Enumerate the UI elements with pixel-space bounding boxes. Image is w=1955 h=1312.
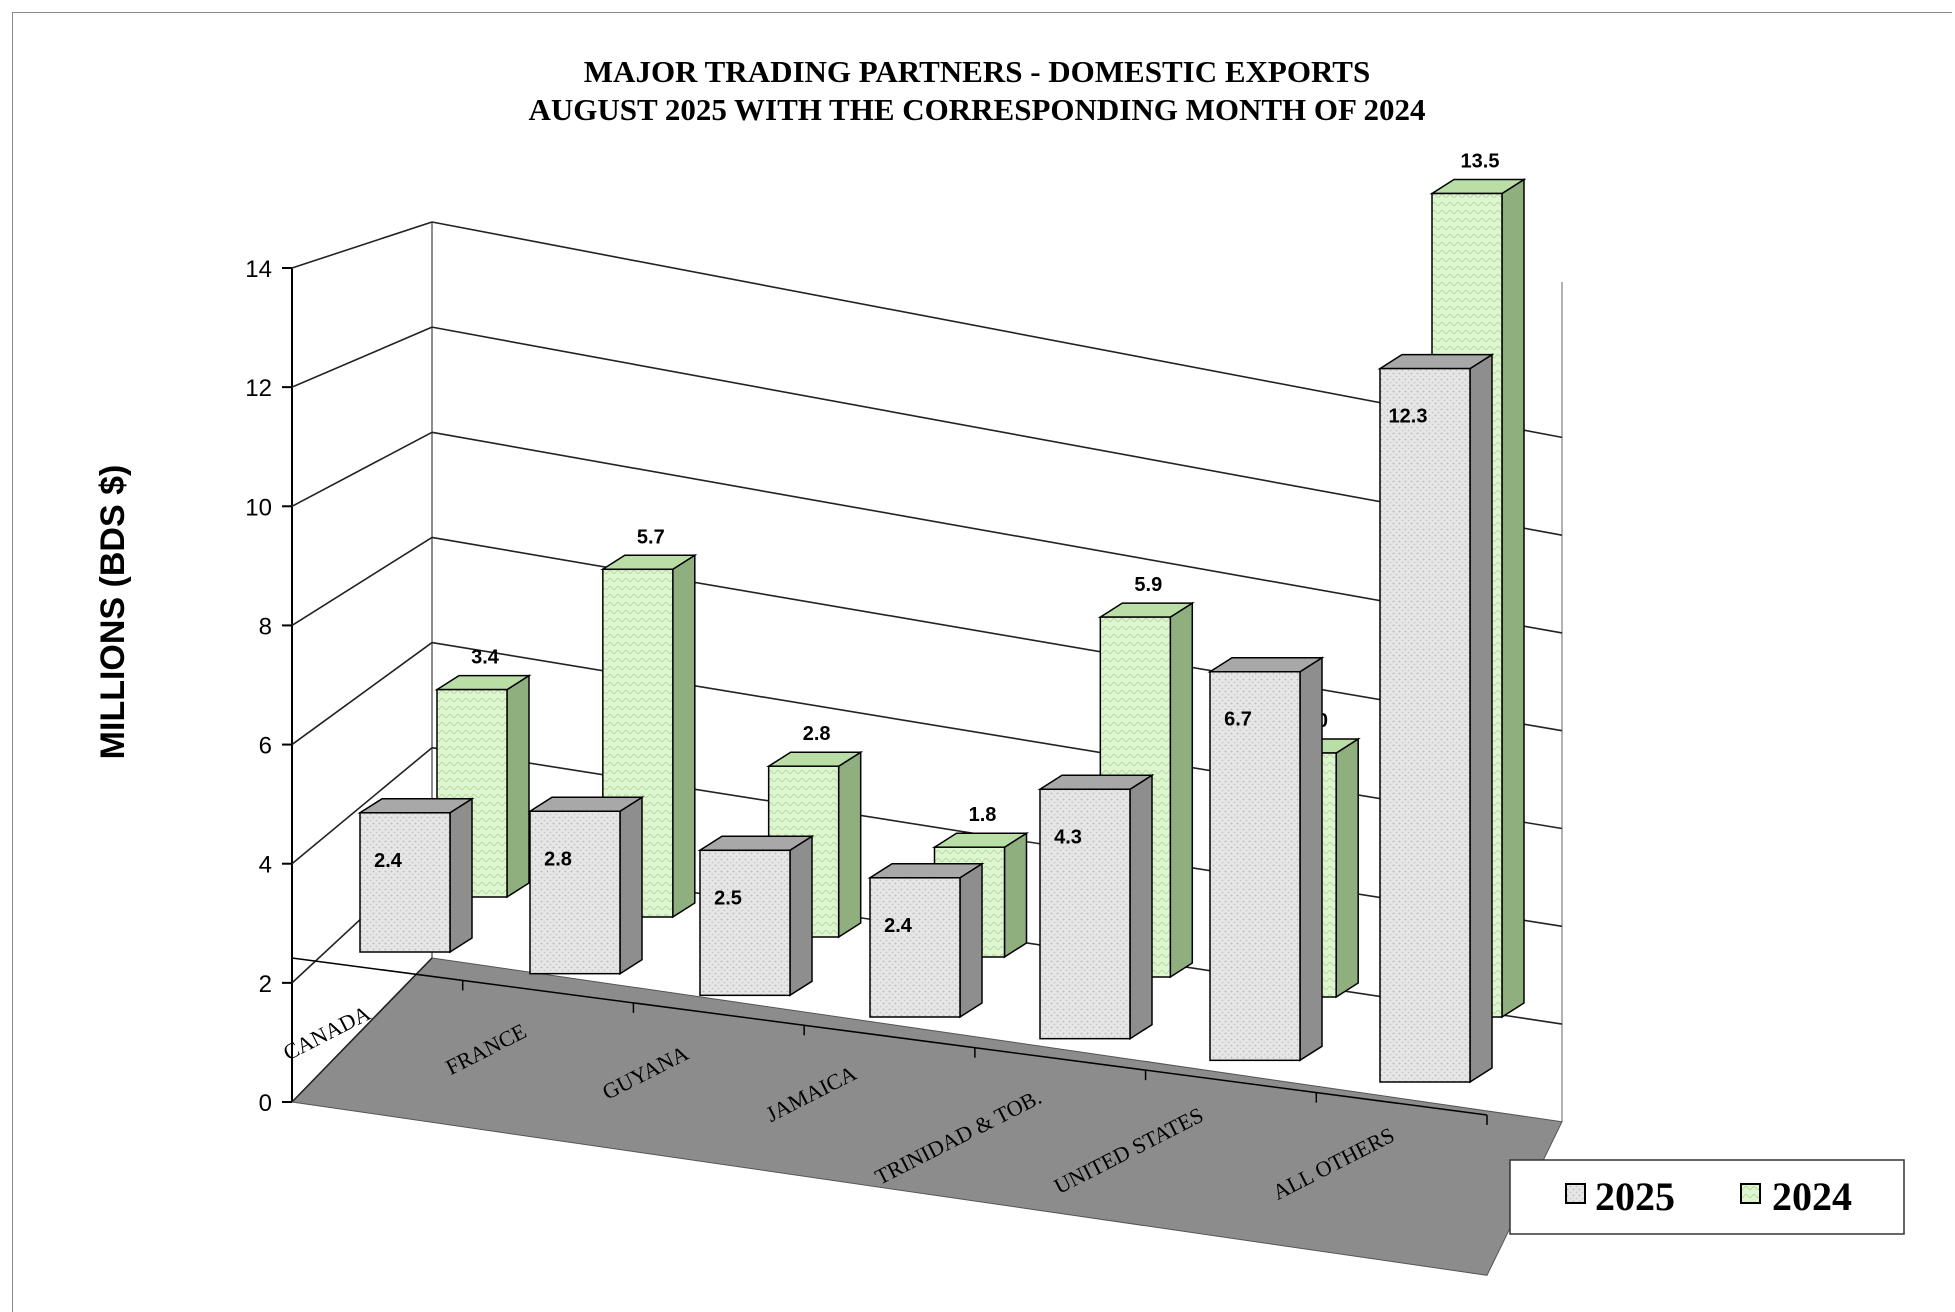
gridline-side: [291, 957, 433, 1103]
bar-side-2025-6: [1469, 353, 1493, 1084]
chart-title: MAJOR TRADING PARTNERS - DOMESTIC EXPORT…: [584, 54, 1370, 89]
y-tick-label: 0: [259, 1090, 272, 1117]
bar-side-2025-1: [619, 795, 643, 976]
data-label-2024: 13.5: [1461, 151, 1500, 173]
legend-label-2024: 2024: [1772, 1174, 1852, 1219]
gridline-side: [291, 536, 433, 627]
bar-2025-4: [1039, 788, 1131, 1040]
bar-side-2025-2: [789, 834, 813, 997]
bar-side-2024-6: [1501, 178, 1525, 1019]
legend-swatch-2025: [1565, 1183, 1586, 1204]
y-tick-label: 12: [245, 375, 272, 402]
gridline-side: [291, 431, 433, 507]
y-axis-label: MILLIONS (BDS $): [94, 465, 132, 760]
gridline-side: [291, 221, 433, 269]
bar-side-2024-4: [1169, 601, 1194, 979]
data-label-2024: 5.9: [1134, 574, 1162, 596]
data-label-2024: 1.8: [969, 804, 997, 826]
bar-side-2024-1: [672, 553, 696, 919]
data-label-2025: 2.4: [884, 915, 913, 937]
x-axis-line: [291, 957, 1488, 1116]
y-tick-label: 2: [259, 971, 272, 998]
gridline-back: [431, 326, 1563, 536]
legend: 2025 2024: [1509, 1159, 1905, 1235]
page-frame: [12, 12, 1952, 1312]
bar-side-2025-0: [449, 797, 473, 954]
bar-side-2025-3: [959, 862, 983, 1019]
data-label-2024: 5.7: [637, 526, 665, 548]
data-label-2024: 2.8: [803, 723, 831, 745]
bar-side-2024-3: [1003, 831, 1028, 959]
bar-side-2024-2: [837, 750, 862, 939]
bar-2025-3: [869, 877, 961, 1018]
gridline-side: [291, 747, 433, 865]
gridline-back: [431, 221, 1563, 439]
data-label-2025: 4.3: [1054, 826, 1082, 848]
data-label-2025: 12.3: [1389, 406, 1428, 428]
legend-swatch-2024: [1740, 1183, 1761, 1204]
gridline-side: [291, 326, 433, 388]
data-label-2025: 2.5: [714, 887, 742, 909]
bar-2025-1: [529, 810, 621, 975]
bar-2025-5: [1209, 670, 1301, 1062]
gridline-side: [291, 641, 433, 746]
bars: 3.42.45.72.82.82.51.82.45.94.34.06.713.5…: [357, 151, 1527, 1084]
data-label-2025: 2.4: [374, 850, 403, 872]
data-label-2025: 2.8: [544, 848, 572, 870]
y-axis: 0 2 4 6 8 10 12 14: [245, 256, 292, 1117]
data-label-2025: 6.7: [1224, 709, 1252, 731]
bar-side-2024-0: [506, 674, 530, 899]
y-tick-label: 14: [245, 256, 272, 283]
legend-label-2025: 2025: [1595, 1174, 1675, 1219]
bar-side-2025-5: [1299, 656, 1323, 1062]
y-tick-label: 4: [259, 852, 272, 879]
y-tick-label: 10: [245, 494, 272, 521]
bar-2025-0: [359, 812, 451, 953]
chart-subtitle: AUGUST 2025 WITH THE CORRESPONDING MONTH…: [528, 92, 1425, 127]
y-tick-label: 6: [259, 733, 272, 760]
bar-2025-6: [1379, 367, 1471, 1083]
bar-side-2025-4: [1129, 773, 1153, 1041]
bar-2025-2: [699, 849, 791, 997]
gridline-back: [431, 431, 1563, 634]
bar-side-2024-5: [1335, 737, 1359, 999]
data-label-2024: 3.4: [471, 647, 500, 669]
y-tick-label: 8: [259, 613, 272, 640]
